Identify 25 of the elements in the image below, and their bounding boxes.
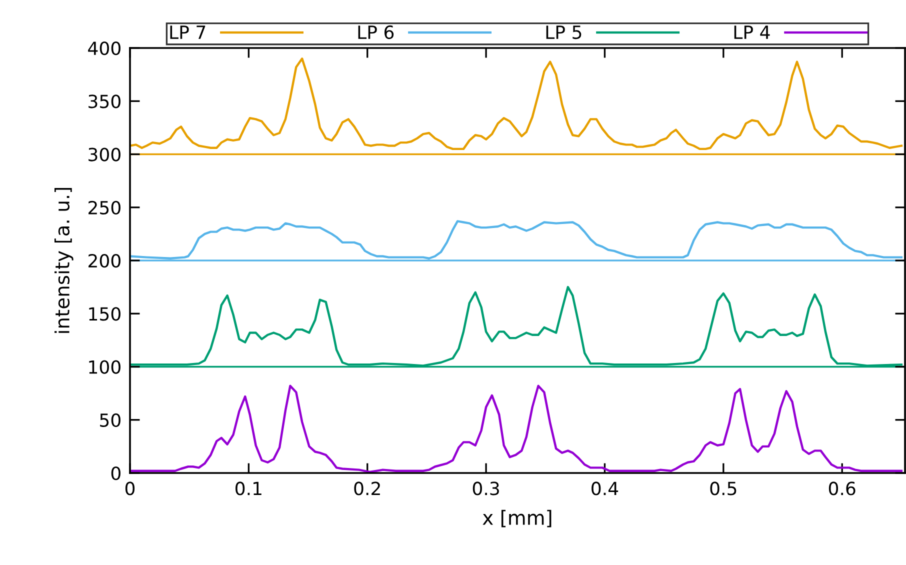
x-axis-title: x [mm] [482, 510, 552, 528]
y-tick-label: 50 [100, 413, 120, 427]
y-tick-label: 100 [89, 360, 120, 374]
y-tick-label: 0 [111, 466, 120, 480]
x-tick-label: 0.6 [828, 482, 856, 496]
y-tick-label: 150 [89, 307, 120, 321]
legend-label: LP 6 [358, 25, 394, 40]
x-tick-label: 0.5 [710, 482, 736, 496]
y-tick-label: 350 [88, 94, 120, 108]
legend-label: LP 5 [546, 26, 582, 40]
line-series [130, 384, 903, 473]
x-tick-label: 0.1 [236, 482, 262, 496]
legend-label: LP 7 [170, 26, 206, 39]
y-axis-title: intensity [a. u.] [54, 188, 74, 333]
x-tick-label: 0.2 [354, 482, 380, 496]
line-series [130, 220, 903, 260]
y-tick-label: 400 [88, 41, 120, 56]
x-tick-label: 0.4 [592, 482, 618, 496]
line-series [130, 58, 903, 150]
legend-label: LP 4 [734, 26, 770, 39]
y-tick-label: 300 [88, 148, 120, 162]
y-tick-label: 200 [88, 254, 120, 268]
y-tick-label: 250 [88, 200, 120, 214]
x-tick-label: 0 [125, 482, 135, 496]
x-tick-label: 0.3 [472, 482, 499, 496]
